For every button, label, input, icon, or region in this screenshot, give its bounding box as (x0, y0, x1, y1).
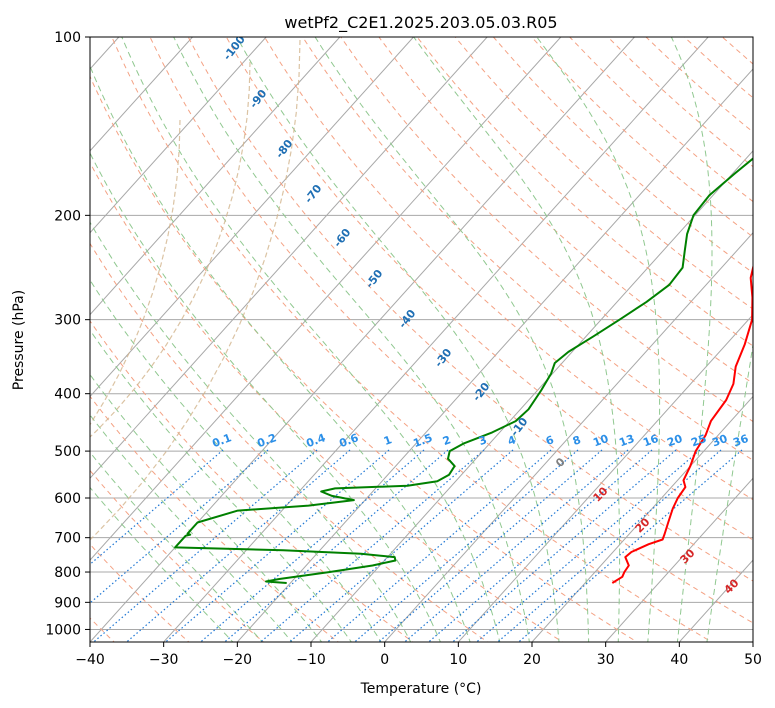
moist-adiabat-line (90, 152, 441, 642)
mixing-ratio-label: 1.5 (411, 431, 434, 450)
x-tick-label: −10 (296, 652, 326, 668)
moist-adiabat-line (90, 64, 471, 642)
y-axis-title: Pressure (hPa) (11, 290, 27, 390)
moist-adiabat-line (706, 341, 753, 642)
data-lines (174, 157, 753, 584)
moist-adiabat-line (121, 37, 501, 642)
y-tick-label: 300 (54, 313, 81, 329)
temperature-line (611, 263, 753, 584)
moist-adiabat-line (173, 37, 530, 642)
dry-adiabat-line (90, 161, 564, 642)
mixing-ratio-label: 16 (641, 432, 660, 450)
isotherm-line (236, 68, 753, 642)
reference-curve-line (90, 61, 251, 438)
mixing-ratio-label: 3 (477, 433, 489, 448)
mixing-ratio-label: 2 (441, 433, 453, 448)
y-tick-label: 900 (54, 595, 81, 611)
mixing-ratio-label: 0.6 (337, 431, 360, 450)
moist-adiabat-line (90, 279, 382, 642)
y-tick-label: 100 (54, 30, 81, 46)
y-tick-label: 500 (54, 444, 81, 460)
isotherm-line (457, 313, 753, 642)
dry-adiabat-line (149, 37, 753, 624)
x-axis: −40 −30 −20 −10 0 10 20 30 40 50 (75, 642, 762, 668)
plot-frame (89, 36, 754, 643)
isotherm-line (90, 37, 562, 561)
x-tick-label: 30 (597, 652, 615, 668)
isotherm-line (90, 37, 341, 316)
mixing-ratio-label: 30 (710, 432, 729, 450)
mixing-ratio-label: 0.2 (255, 431, 278, 450)
dry-adiabat-line (264, 37, 753, 501)
x-tick-label: 50 (744, 652, 762, 668)
y-axis: 100 200 300 400 500 600 700 800 900 1000 (45, 30, 90, 638)
chart-title: wetPf2_C2E1.2025.203.05.03.R05 (284, 13, 557, 33)
x-tick-label: 0 (380, 652, 389, 668)
dry-adiabat-line (90, 242, 489, 642)
y-tick-label: 400 (54, 387, 81, 403)
dewpoint-line (174, 157, 753, 584)
mixing-ratio-label: 36 (731, 432, 750, 450)
moist-adiabat-line (236, 37, 560, 642)
reference-curve-line (90, 119, 181, 426)
x-tick-label: 20 (523, 652, 541, 668)
isotherm-line (90, 37, 267, 234)
moist-adiabat-line (90, 221, 412, 642)
y-tick-label: 700 (54, 531, 81, 547)
moist-adiabat-line (670, 37, 713, 642)
dry-adiabat-line (761, 37, 775, 644)
dry-adiabat-line (90, 75, 638, 642)
moist-adiabat-line (90, 329, 352, 642)
moist-adiabat-line (90, 373, 323, 642)
plot-background (90, 37, 753, 642)
mixing-ratio-label: 0.1 (210, 431, 233, 450)
mixing-ratio-label: 6 (544, 433, 556, 448)
x-tick-label: −40 (75, 652, 105, 668)
isotherm-line (531, 395, 753, 642)
mixing-ratio-label: 4 (506, 433, 518, 448)
y-tick-label: 200 (54, 208, 81, 224)
moist-adiabat-line (90, 414, 293, 642)
moist-adiabat-line (90, 486, 234, 642)
dry-adiabat-line (90, 469, 265, 642)
dry-adiabat-line (225, 37, 753, 541)
x-tick-label: −20 (223, 652, 253, 668)
y-tick-label: 1000 (45, 622, 81, 638)
mixing-ratio-label: 13 (617, 432, 636, 449)
dry-adiabat-line (378, 37, 753, 385)
dry-adiabat-line (187, 37, 753, 582)
isotherm-line (310, 150, 753, 642)
isotherm-line (384, 231, 753, 642)
x-tick-label: 40 (670, 652, 688, 668)
y-tick-label: 600 (54, 491, 81, 507)
isotherm-line (90, 37, 193, 152)
isotherm-line (163, 37, 709, 642)
moist-adiabat-line (90, 451, 264, 642)
x-tick-label: 10 (449, 652, 467, 668)
isotherm-line (605, 477, 753, 642)
dry-adiabat-line (454, 37, 753, 310)
mixing-ratio-label: 20 (665, 432, 684, 450)
mixing-ratio-label: 25 (689, 432, 708, 449)
isotherm-line (90, 37, 488, 480)
dry-adiabat-line (111, 37, 713, 642)
isotherm-line (90, 37, 414, 398)
x-tick-label: −30 (149, 652, 179, 668)
mixing-ratio-label: 1 (382, 433, 394, 448)
background-lines (90, 37, 775, 644)
isotherm-line (752, 641, 753, 642)
moist-adiabat-line (413, 37, 621, 642)
mixing-ratio-label: 10 (591, 432, 610, 450)
y-tick-label: 800 (54, 565, 81, 581)
x-axis-title: Temperature (°C) (360, 681, 482, 697)
mixing-ratio-label: 8 (571, 433, 583, 448)
moist-adiabat-line (314, 37, 590, 642)
moist-adiabat-line (536, 37, 661, 642)
mixing-ratio-label: 0.4 (304, 431, 327, 450)
